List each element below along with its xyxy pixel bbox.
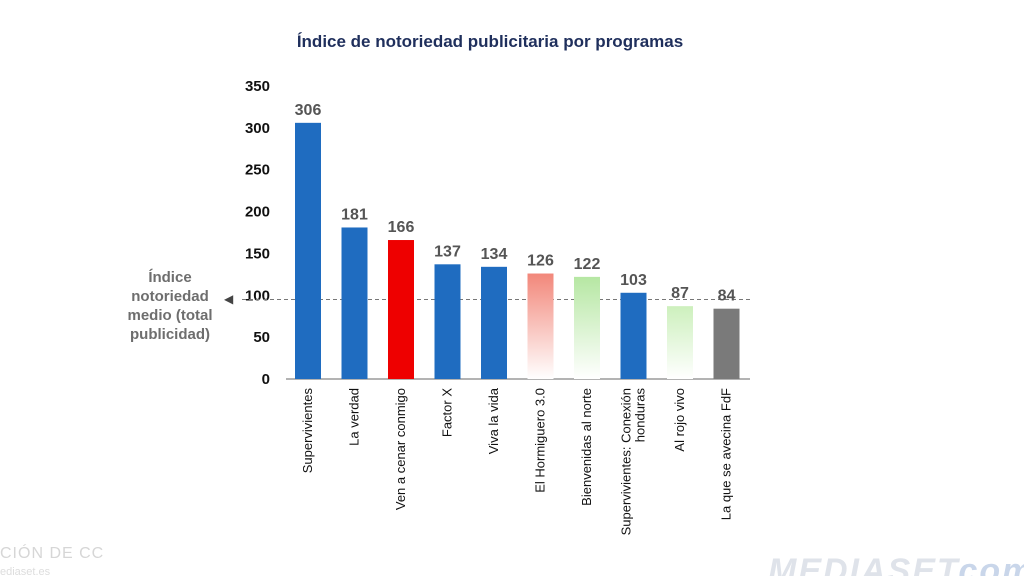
bar <box>713 308 740 379</box>
svg-text:Supervivientes: Supervivientes <box>300 388 315 474</box>
bar <box>574 276 600 379</box>
data-label: 122 <box>574 256 601 273</box>
svg-text:Al rojo vivo: Al rojo vivo <box>672 388 687 452</box>
y-tick-label: 100 <box>245 287 270 304</box>
logo-main: MEDIASET <box>768 552 959 576</box>
bar <box>527 273 554 379</box>
y-tick-label: 200 <box>245 204 270 221</box>
bar <box>295 122 321 379</box>
y-tick-label: 300 <box>245 120 270 137</box>
data-label: 166 <box>388 219 415 236</box>
x-tick-label: La verdad <box>347 388 362 446</box>
reference-arrow-icon: ◀ <box>224 292 234 306</box>
x-tick-label: Supervivientes: Conexiónhonduras <box>619 388 648 536</box>
svg-text:La verdad: La verdad <box>347 388 362 446</box>
bar <box>341 227 368 379</box>
x-tick-label: Al rojo vivo <box>672 388 687 452</box>
x-tick-label: Viva la vida <box>486 387 501 454</box>
data-label: 306 <box>295 102 322 119</box>
chart-title: Índice de notoriedad publicitaria por pr… <box>296 32 684 51</box>
footer-left-subtext: ediaset.es <box>0 566 51 578</box>
bar <box>667 306 693 379</box>
y-tick-label: 150 <box>245 245 270 262</box>
data-label: 103 <box>620 272 647 289</box>
data-label: 134 <box>481 246 508 263</box>
svg-text:El Hormiguero 3.0: El Hormiguero 3.0 <box>533 388 548 493</box>
svg-text:Bienvenidas al norte: Bienvenidas al norte <box>579 388 594 506</box>
svg-text:Viva la vida: Viva la vida <box>486 387 501 454</box>
data-label: 126 <box>527 253 554 270</box>
bar <box>434 264 461 379</box>
x-tick-label: La que se avecina FdF <box>719 388 734 520</box>
bar <box>620 292 647 379</box>
y-tick-label: 350 <box>245 78 270 95</box>
y-tick-label: 250 <box>245 162 270 179</box>
logo-suffix: com <box>958 552 1024 576</box>
x-tick-label: Factor X <box>440 388 455 437</box>
data-label: 84 <box>718 288 736 305</box>
x-tick-label: El Hormiguero 3.0 <box>533 388 548 493</box>
y-tick-label: 50 <box>253 329 270 346</box>
x-tick-label: Ven a cenar conmigo <box>393 388 408 510</box>
data-label: 181 <box>341 206 368 223</box>
x-tick-label: Supervivientes <box>300 388 315 474</box>
mediaset-logo: MEDIASETcom <box>768 552 1024 576</box>
data-label: 87 <box>671 285 689 302</box>
bar <box>481 266 507 379</box>
labels-layer: 306 Supervivientes 181 La verdad 166 Ven a ce… <box>295 102 736 536</box>
data-label: 137 <box>434 243 461 260</box>
svg-text:Factor X: Factor X <box>440 388 455 437</box>
svg-text:La que se avecina FdF: La que se avecina FdF <box>719 388 734 520</box>
footer-left-text: CIÓN DE CC <box>0 545 105 562</box>
bars-layer <box>295 122 740 379</box>
svg-text:Ven a cenar conmigo: Ven a cenar conmigo <box>393 388 408 510</box>
svg-text:Supervivientes: Conexiónhondur: Supervivientes: Conexiónhonduras <box>619 388 648 536</box>
bar <box>388 240 414 379</box>
x-tick-label: Bienvenidas al norte <box>579 388 594 506</box>
y-tick-label: 0 <box>262 371 270 388</box>
reference-line-label: Índice notoriedad medio (total publicida… <box>127 269 213 343</box>
